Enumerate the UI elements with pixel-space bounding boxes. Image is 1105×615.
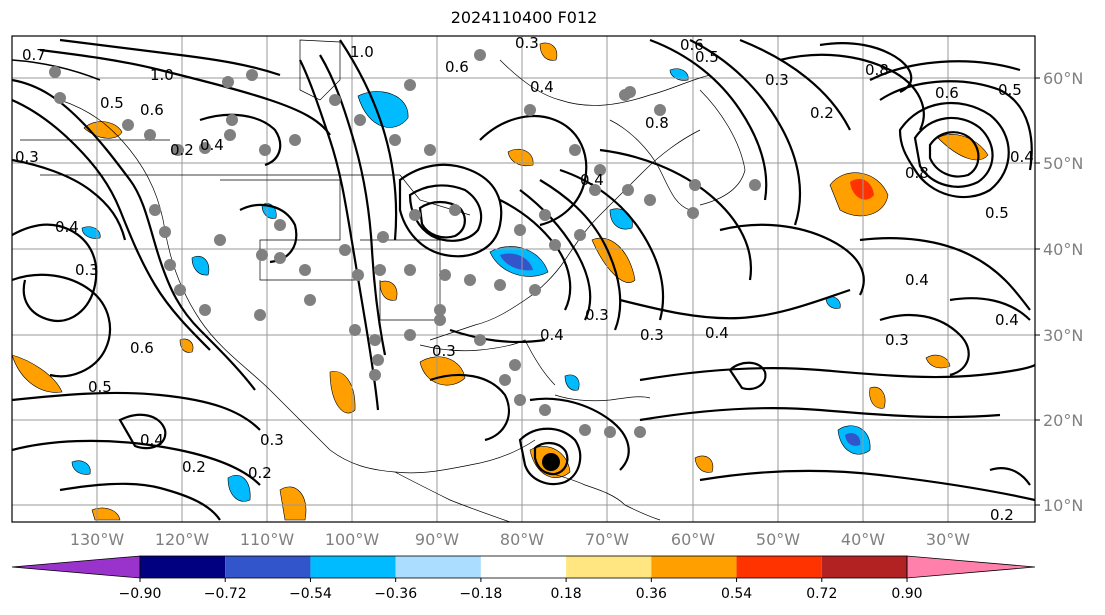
lon-label: 80°W [500,530,544,549]
contour-label: 0.3 [432,342,456,360]
contour-label: 0.4 [540,326,564,344]
contour-label: 0.5 [88,378,112,396]
contour-label: 0.3 [585,306,609,324]
contour-label: 0.4 [580,171,604,189]
contour-label: 1.0 [350,43,374,61]
contour-label: 0.2 [182,458,206,476]
contour-label: 0.3 [75,261,99,279]
lon-label: 130°W [70,530,125,549]
lat-label: 40°N [1043,240,1083,259]
contour-label: 0.3 [260,431,284,449]
contour-label: 0.8 [645,114,669,132]
colorbar-segment [395,556,481,578]
map-title: 2024110400 F012 [450,8,598,27]
map-frame [11,35,1036,523]
contour-label: 0.4 [55,218,79,236]
contour-value-labels: 0.7 1.0 0.5 0.6 0.2 0.4 0.3 0.4 0.3 0.6 … [15,34,1034,524]
contour-label: 0.5 [100,94,124,112]
colorbar-tick-label: −0.18 [459,586,502,602]
colorbar-segment [310,556,396,578]
contour-label: 0.6 [130,339,154,357]
contour-label: 0.2 [990,506,1014,524]
lat-label: 60°N [1043,69,1083,88]
lon-label: 70°W [585,530,629,549]
contour-label: 0.3 [885,331,909,349]
contour-label: 0.4 [530,78,554,96]
contour-label: 0.6 [935,84,959,102]
colorbar-extend-high [906,555,1036,579]
colorbar-tick-label: 0.18 [551,586,582,602]
colorbar: −0.90 −0.72 −0.54 −0.36 −0.18 0.18 0.36 0.54 0.7… [11,555,1036,602]
colorbar-segment [651,556,737,578]
contour-label: 0.5 [998,81,1022,99]
contour-label: 0.3 [515,34,539,52]
lon-label: 60°W [671,530,715,549]
contour-label: 1.0 [150,66,174,84]
lon-label: 40°W [841,530,885,549]
lon-label: 100°W [325,530,380,549]
contour-label: 0.4 [705,324,729,342]
contour-label: 0.3 [765,71,789,89]
contour-label: 0.5 [695,48,719,66]
contour-label: 0.6 [680,36,704,54]
colorbar-tick-label: 0.72 [806,586,837,602]
colorbar-frame [139,555,908,579]
lat-label: 20°N [1043,411,1083,430]
contour-label: 0.3 [640,326,664,344]
contour-label: 0.5 [985,204,1009,222]
lat-label: 10°N [1043,496,1083,515]
contour-label: 0.4 [995,311,1019,329]
contour-label: 0.6 [140,101,164,119]
contour-label: 0.6 [445,58,469,76]
colorbar-segment [566,556,652,578]
storm-center-marker [542,453,560,471]
colorbar-tick-label: −0.36 [374,586,417,602]
contour-label: 0.2 [248,464,272,482]
coastlines [20,39,746,522]
colorbar-segment [736,556,822,578]
lat-label: 50°N [1043,154,1083,173]
station-markers [49,49,761,438]
lon-label: 120°W [155,530,210,549]
contour-label: 0.4 [200,136,224,154]
colorbar-segment [225,556,311,578]
lon-label: 90°W [415,530,459,549]
colorbar-segment [480,556,567,578]
longitude-axis: 130°W 120°W 110°W 100°W 90°W 80°W 70°W 6… [70,530,970,549]
contour-label: 0.2 [170,141,194,159]
lat-label: 30°N [1043,326,1083,345]
contour-label: 0.8 [905,164,929,182]
colorbar-extend-low [11,555,141,579]
colorbar-segment [140,556,226,578]
colorbar-tick-label: −0.72 [204,586,247,602]
contour-label: 0.3 [15,148,39,166]
lon-label: 110°W [240,530,295,549]
graticule [12,36,1035,522]
contour-label: 0.4 [1010,148,1034,166]
colorbar-tick-label: −0.54 [289,586,332,602]
lon-label: 30°W [926,530,970,549]
contour-label: 0.7 [22,46,46,64]
colorbar-tick-label: 0.36 [636,586,667,602]
latitude-axis: 60°N 50°N 40°N 30°N 20°N 10°N [1035,69,1083,515]
map-area: 0.7 1.0 0.5 0.6 0.2 0.4 0.3 0.4 0.3 0.6 … [12,34,1035,524]
lon-label: 50°W [756,530,800,549]
contour-label: 0.4 [905,271,929,289]
colorbar-tick-label: 0.90 [891,586,922,602]
contour-label: 0.2 [810,104,834,122]
colorbar-segment [821,556,907,578]
contour-label: 0.4 [140,431,164,449]
contour-label: 0.8 [865,61,889,79]
colorbar-tick-label: −0.90 [119,586,162,602]
colorbar-tick-label: 0.54 [721,586,752,602]
